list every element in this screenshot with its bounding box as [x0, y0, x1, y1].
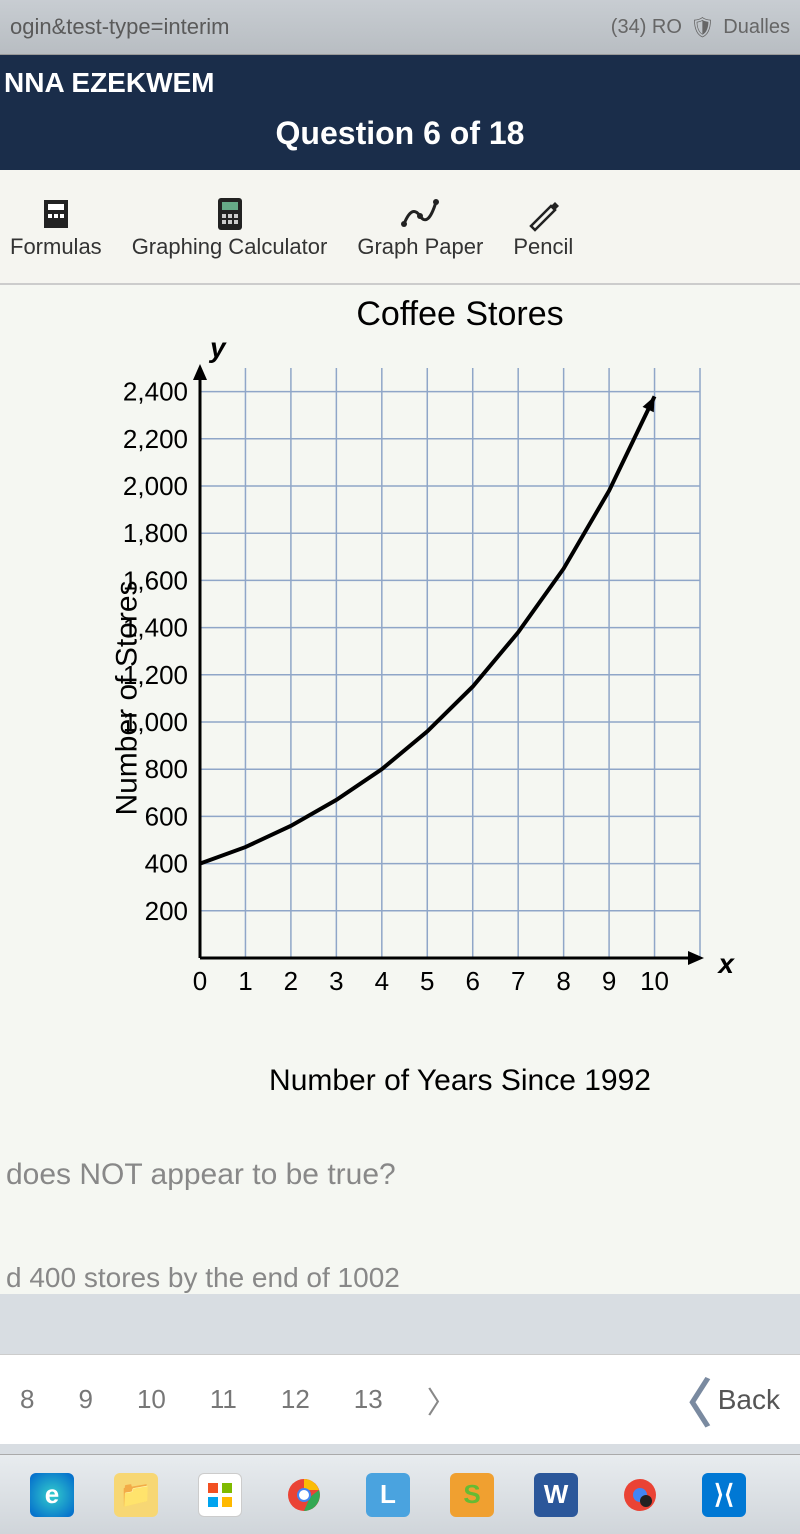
svg-text:9: 9 — [602, 966, 616, 996]
svg-text:800: 800 — [145, 754, 188, 784]
tab-favicon: 🛡 — [690, 15, 715, 40]
svg-text:1: 1 — [238, 966, 252, 996]
svg-text:2,200: 2,200 — [123, 424, 188, 454]
graph-paper-label: Graph Paper — [357, 234, 483, 260]
graphing-label: Graphing Calculator — [132, 234, 328, 260]
svg-text:3: 3 — [329, 966, 343, 996]
formulas-label: Formulas — [10, 234, 102, 260]
pencil-icon — [523, 194, 563, 234]
question-pager: 8 9 10 11 12 13 〉 〈 Back — [0, 1354, 800, 1444]
svg-text:2: 2 — [284, 966, 298, 996]
chart-container: y x Number of Stores 2004006008001,0001,… — [0, 338, 760, 1058]
pager-next-icon[interactable]: 〉 — [427, 1378, 457, 1422]
tab-text: Dualles — [723, 16, 790, 39]
pager-item[interactable]: 9 — [78, 1384, 92, 1415]
pencil-tool[interactable]: Pencil — [513, 194, 573, 260]
svg-text:7: 7 — [511, 966, 525, 996]
calculator-icon — [210, 194, 250, 234]
svg-text:10: 10 — [640, 966, 669, 996]
graphing-calculator-tool[interactable]: Graphing Calculator — [132, 194, 328, 260]
formulas-tool[interactable]: Formulas — [10, 194, 102, 260]
svg-text:2,400: 2,400 — [123, 377, 188, 407]
svg-text:0: 0 — [193, 966, 207, 996]
svg-text:400: 400 — [145, 849, 188, 879]
y-axis-label: Number of Stores — [111, 580, 145, 815]
chrome-icon[interactable] — [282, 1473, 326, 1517]
app-l-icon[interactable]: L — [366, 1473, 410, 1517]
app-header: NNA EZEKWEM Question 6 of 18 — [0, 55, 800, 170]
chart-title: Coffee Stores — [0, 295, 800, 334]
student-name: NNA EZEKWEM — [0, 67, 800, 99]
pager-item[interactable]: 12 — [281, 1384, 310, 1415]
browser-address-bar: ogin&test-type=interim (34) RO 🛡 Dualles — [0, 0, 800, 55]
chrome2-icon[interactable] — [618, 1473, 662, 1517]
back-chevron-icon: 〈 — [660, 1362, 712, 1437]
graph-paper-tool[interactable]: Graph Paper — [357, 194, 483, 260]
svg-text:600: 600 — [145, 801, 188, 831]
windows-taskbar: e 📁 L S W ⟩⟨ — [0, 1454, 800, 1534]
svg-text:8: 8 — [556, 966, 570, 996]
x-axis-label: Number of Years Since 1992 — [0, 1064, 800, 1098]
pager-item[interactable]: 8 — [20, 1384, 34, 1415]
edge-icon[interactable]: e — [30, 1473, 74, 1517]
svg-text:4: 4 — [375, 966, 389, 996]
svg-text:200: 200 — [145, 896, 188, 926]
explorer-icon[interactable]: 📁 — [114, 1473, 158, 1517]
pager-item[interactable]: 11 — [210, 1384, 237, 1415]
pager-item[interactable]: 13 — [354, 1384, 383, 1415]
graph-paper-icon — [400, 194, 440, 234]
svg-text:1,800: 1,800 — [123, 518, 188, 548]
formulas-icon — [36, 194, 76, 234]
question-stem-fragment: does NOT appear to be true? — [0, 1098, 800, 1192]
svg-text:5: 5 — [420, 966, 434, 996]
svg-text:6: 6 — [465, 966, 479, 996]
vscode-icon[interactable]: ⟩⟨ — [702, 1473, 746, 1517]
x-axis-letter: x — [718, 948, 734, 980]
store-icon[interactable] — [198, 1473, 242, 1517]
back-label: Back — [718, 1384, 780, 1416]
tools-toolbar: Formulas Graphing Calculator Graph Paper… — [0, 170, 800, 285]
pager-item[interactable]: 10 — [137, 1384, 166, 1415]
tab-badge: (34) RO — [611, 16, 682, 39]
question-counter: Question 6 of 18 — [276, 115, 525, 152]
browser-tab-info: (34) RO 🛡 Dualles — [611, 15, 790, 40]
svg-text:2,000: 2,000 — [123, 471, 188, 501]
word-icon[interactable]: W — [534, 1473, 578, 1517]
answer-choice-fragment: d 400 stores by the end of 1002 — [0, 1192, 800, 1294]
y-axis-letter: y — [210, 332, 226, 364]
pencil-label: Pencil — [513, 234, 573, 260]
back-button[interactable]: 〈 Back — [660, 1362, 780, 1437]
url-fragment: ogin&test-type=interim — [10, 14, 611, 40]
app-s-icon[interactable]: S — [450, 1473, 494, 1517]
question-content: Coffee Stores y x Number of Stores 20040… — [0, 285, 800, 1294]
